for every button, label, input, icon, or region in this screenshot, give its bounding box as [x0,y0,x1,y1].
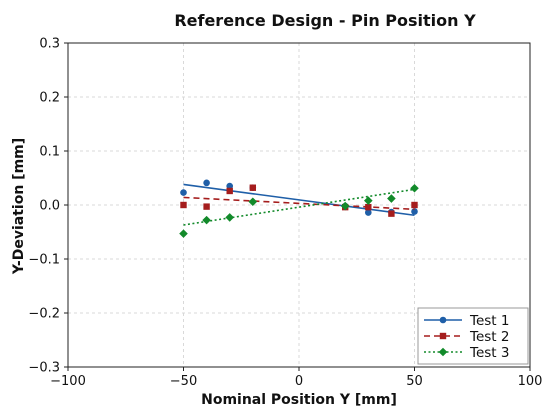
data-point [249,184,256,191]
data-point [340,201,350,211]
legend-marker [438,347,448,357]
series-group [179,179,419,238]
x-tick-label: −50 [170,374,197,389]
data-point [225,213,234,222]
y-tick-label: −0.1 [28,253,60,268]
data-point [411,208,418,215]
data-point [365,209,372,216]
data-point [203,179,210,187]
legend-item: Test 1 [424,313,509,329]
series-test-1 [180,179,418,217]
legend-item: Test 3 [424,345,509,361]
x-tick-label: −100 [50,374,86,389]
data-point [180,189,187,196]
data-point [364,196,373,205]
data-point [410,183,419,193]
y-tick-label: 0.0 [39,199,60,214]
y-axis-label: Y-Deviation [mm] [11,138,27,275]
x-axis-ticks: −100 −50 0 50 100 [50,367,542,389]
data-point [226,182,233,190]
trend-line [183,188,415,226]
y-tick-label: 0.2 [39,91,60,106]
legend-label: Test 2 [469,329,509,345]
y-tick-label: −0.3 [28,361,60,376]
y-tick-label: −0.2 [28,307,60,322]
data-point [226,187,233,195]
trend-line [183,196,415,211]
legend-label: Test 1 [469,313,509,329]
x-axis-label: Nominal Position Y [mm] [201,392,397,408]
x-tick-label: 100 [518,374,543,389]
legend-marker [439,316,447,324]
data-point [387,194,396,203]
data-point [248,197,258,207]
legend-marker [439,332,447,340]
data-point [365,203,372,211]
y-tick-label: 0.3 [39,37,60,52]
chart-title: Reference Design - Pin Position Y [174,11,476,30]
data-point [179,229,188,238]
legend-label: Test 3 [469,345,509,361]
data-point [388,210,395,217]
series-test-3 [179,183,419,238]
data-point [202,215,211,225]
data-point [203,203,210,210]
y-axis-ticks: −0.3 −0.2 −0.1 0.0 0.1 0.2 0.3 [28,37,68,376]
y-tick-label: 0.1 [39,145,60,160]
data-point [180,201,187,209]
trend-line [183,183,415,217]
legend-item: Test 2 [424,329,509,345]
x-tick-label: 50 [406,374,423,389]
x-tick-label: 0 [295,374,303,389]
data-point [411,201,418,209]
